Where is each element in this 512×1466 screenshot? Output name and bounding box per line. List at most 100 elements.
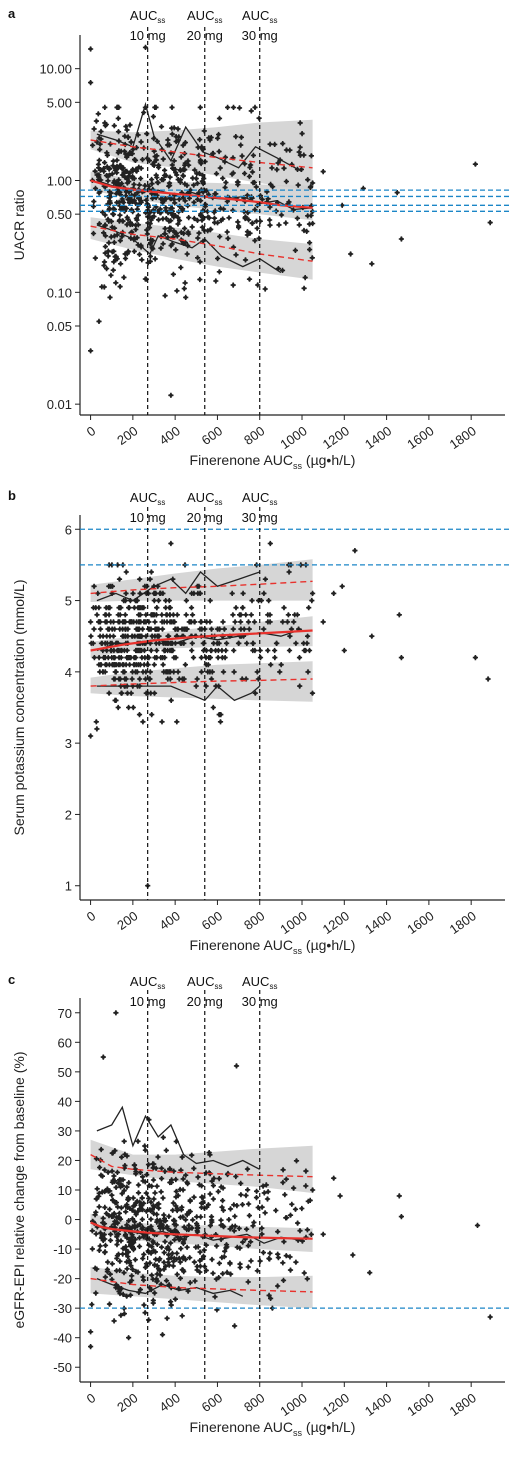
data-point-dot [152, 598, 156, 603]
data-point-dot [154, 205, 158, 209]
data-point-dot [161, 663, 165, 667]
data-point-dot [108, 1232, 113, 1237]
data-point-dot [132, 182, 136, 187]
data-point-dot [180, 641, 184, 645]
data-point-dot [204, 648, 209, 653]
data-point-dot [300, 1206, 304, 1211]
data-point-dot [139, 648, 144, 653]
plot-area [80, 27, 510, 415]
data-point-dot [170, 126, 174, 130]
data-point-dot [172, 620, 177, 624]
data-point-dot [288, 1268, 293, 1272]
data-point-dot [209, 627, 214, 631]
data-point-dot [97, 158, 102, 162]
data-point-dot [109, 648, 113, 653]
data-point-dot [98, 670, 102, 674]
data-point-dot [162, 1216, 167, 1221]
data-point-dot [109, 273, 113, 277]
data-point-dot [246, 1244, 250, 1248]
data-point-dot [88, 620, 93, 624]
y-tick-label: 70 [58, 1006, 72, 1021]
data-point-dot [89, 641, 94, 645]
data-point-dot [199, 1201, 204, 1205]
data-point-dot [111, 1151, 115, 1155]
x-tick-label: 1200 [320, 1390, 352, 1419]
data-point-dot [171, 613, 176, 617]
data-point-dot [305, 1277, 309, 1281]
data-point-dot [267, 598, 271, 603]
data-point-dot [223, 185, 227, 190]
data-point-dot [268, 182, 273, 187]
data-point-dot [254, 1189, 259, 1194]
data-point-dot [305, 229, 309, 234]
data-point-dot [156, 598, 161, 603]
data-point-dot [287, 648, 292, 653]
data-point-dot [116, 705, 120, 710]
data-point-dot [127, 663, 132, 667]
data-point-dot [102, 1232, 107, 1237]
data-point-dot [171, 1264, 175, 1268]
data-point-dot [108, 295, 112, 300]
data-point-dot [124, 1252, 128, 1256]
data-point-dot [111, 268, 116, 272]
data-point-dot [105, 620, 109, 624]
data-point-dot [107, 613, 111, 617]
data-point-dot [103, 1237, 107, 1241]
y-tick-label: -20 [53, 1272, 72, 1287]
data-point-dot [233, 620, 237, 624]
x-tick-label: 1400 [362, 423, 394, 452]
data-point-dot [149, 627, 153, 631]
data-point-dot [147, 184, 151, 189]
data-point-dot [171, 1201, 176, 1205]
data-point-dot [154, 613, 158, 617]
data-point-dot [236, 180, 240, 184]
data-point-dot [152, 1291, 157, 1295]
data-point-dot [247, 627, 251, 631]
data-point-dot [151, 162, 155, 166]
data-point-dot [131, 1241, 136, 1245]
data-point-dot [249, 1259, 253, 1263]
data-point-dot [266, 1190, 270, 1194]
data-point-dot [276, 266, 281, 271]
prediction-band [90, 1139, 313, 1193]
data-point-dot [191, 1218, 195, 1222]
data-point-dot [150, 196, 155, 201]
data-point-dot [122, 648, 127, 653]
data-point-dot [100, 210, 105, 214]
data-point-dot [473, 655, 478, 660]
data-point-dot [198, 260, 202, 264]
data-point-dot [255, 1269, 260, 1273]
data-point-dot [295, 216, 300, 220]
data-point-dot [269, 663, 273, 667]
data-point-dot [97, 1165, 102, 1170]
data-point-dot [148, 1286, 152, 1290]
chart-panel-a: a 0.01 0.05 0.10 0.50 1.00 5.00 10.00 0 200 400 600… [8, 6, 510, 471]
data-point-dot [241, 606, 245, 610]
data-point-dot [113, 168, 118, 172]
data-point-dot [256, 1205, 260, 1210]
data-point-dot [112, 207, 117, 211]
data-point-dot [486, 677, 490, 681]
data-point-dot [149, 1251, 153, 1255]
data-point-dot [117, 178, 121, 182]
data-point-dot [307, 222, 312, 226]
data-point-dot [246, 218, 251, 222]
data-point-dot [148, 641, 152, 645]
data-point-dot [140, 157, 145, 162]
data-point-dot [115, 233, 119, 237]
data-point-dot [253, 105, 257, 110]
data-point-dot [147, 158, 152, 163]
data-point-dot [127, 606, 131, 610]
data-point-dot [149, 177, 154, 182]
data-point-dot [168, 677, 172, 681]
data-point-dot [137, 183, 142, 187]
data-point-dot [104, 613, 108, 617]
data-point-dot [92, 655, 97, 660]
data-point-dot [279, 213, 284, 217]
data-point-dot [207, 136, 211, 140]
data-point-dot [236, 220, 240, 224]
data-point-dot [149, 1224, 153, 1229]
data-point-dot [195, 218, 200, 223]
data-point-dot [155, 1212, 159, 1217]
